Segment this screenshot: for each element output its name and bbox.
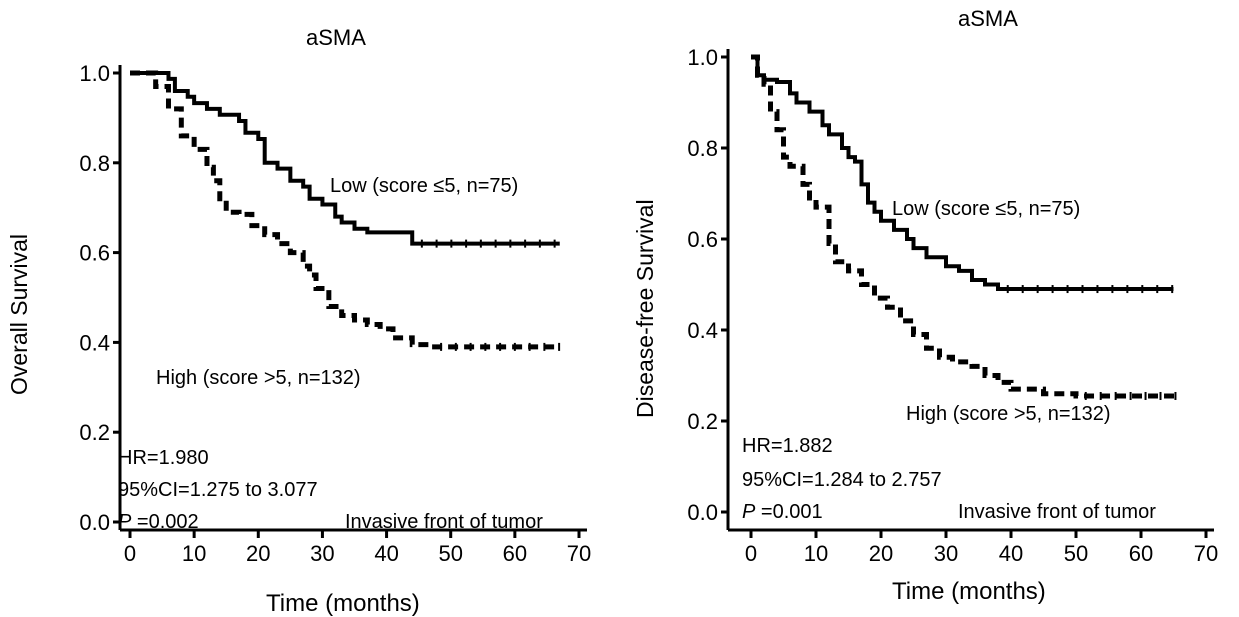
tumor-location-label: Invasive front of tumor: [345, 511, 543, 533]
y-tick-label: 0.6: [687, 227, 718, 252]
high-curve-label: High (score >5, n=132): [156, 367, 361, 389]
p-value-number: =0.002: [131, 511, 199, 533]
y-tick-label: 0.4: [687, 318, 718, 343]
y-tick-label: 0.2: [687, 409, 718, 434]
hazard-ratio: HR=1.980: [118, 447, 209, 469]
x-tick-label: 30: [934, 541, 958, 566]
low-curve-label: Low (score ≤5, n=75): [892, 198, 1081, 220]
x-tick-label: 40: [999, 541, 1023, 566]
chart-title: aSMA: [958, 6, 1018, 31]
x-tick-label: 60: [1129, 541, 1153, 566]
x-tick-label: 20: [246, 541, 270, 566]
x-tick-label: 10: [182, 541, 206, 566]
x-tick-label: 70: [567, 541, 591, 566]
p-symbol: P: [118, 511, 132, 533]
x-tick-label: 70: [1194, 541, 1218, 566]
x-tick-label: 60: [503, 541, 527, 566]
y-tick-label: 0.0: [79, 510, 110, 535]
y-tick-label: 0.2: [79, 420, 110, 445]
x-tick-label: 0: [745, 541, 757, 566]
low-curve-label: Low (score ≤5, n=75): [330, 175, 519, 197]
y-tick-label: 0.6: [79, 241, 110, 266]
x-tick-label: 0: [124, 541, 136, 566]
y-tick-label: 0.0: [687, 500, 718, 525]
confidence-interval: 95%CI=1.284 to 2.757: [742, 469, 942, 491]
y-tick-label: 1.0: [687, 45, 718, 70]
p-value: P =0.002: [118, 512, 199, 532]
x-tick-label: 20: [869, 541, 893, 566]
tumor-location-label: Invasive front of tumor: [958, 501, 1156, 523]
x-tick-label: 10: [804, 541, 828, 566]
overall-survival-plot: 0.0 0.2 0.4 0.6 0.8 1.0 0 10 20 30 40 50 60 70: [79, 61, 591, 566]
y-axis-label: Disease-free Survival: [632, 199, 658, 418]
hazard-ratio: HR=1.882: [742, 435, 833, 457]
high-score-curve: [751, 54, 1180, 399]
p-symbol: P: [742, 501, 756, 523]
high-score-curve: [130, 70, 560, 350]
low-score-curve: [130, 71, 560, 246]
x-axis-label: Time (months): [892, 578, 1046, 605]
y-tick-label: 0.4: [79, 330, 110, 355]
p-value: P =0.001: [742, 502, 823, 522]
x-axis-label: Time (months): [266, 590, 420, 617]
confidence-interval: 95%CI=1.275 to 3.077: [118, 479, 318, 501]
x-tick-label: 40: [374, 541, 398, 566]
y-tick-label: 0.8: [687, 136, 718, 161]
p-value-number: =0.001: [755, 501, 823, 523]
y-tick-label: 1.0: [79, 61, 110, 86]
high-curve-label: High (score >5, n=132): [906, 403, 1111, 425]
x-tick-label: 50: [1064, 541, 1088, 566]
chart-title: aSMA: [306, 25, 366, 50]
disease-free-survival-chart: 0.0 0.2 0.4 0.6 0.8 1.0 0 10 20 30 40 50 60 70 aSMA D…: [620, 0, 1239, 617]
y-tick-label: 0.8: [79, 151, 110, 176]
low-score-curve: [751, 55, 1174, 292]
y-axis-label: Overall Survival: [6, 233, 32, 395]
x-tick-label: 50: [438, 541, 462, 566]
overall-survival-chart: 0.0 0.2 0.4 0.6 0.8 1.0 0 10 20 30 40 50 60 70 aSMA O…: [0, 0, 619, 617]
disease-free-survival-plot: 0.0 0.2 0.4 0.6 0.8 1.0 0 10 20 30 40 50 60 70: [687, 45, 1218, 566]
x-tick-label: 30: [310, 541, 334, 566]
